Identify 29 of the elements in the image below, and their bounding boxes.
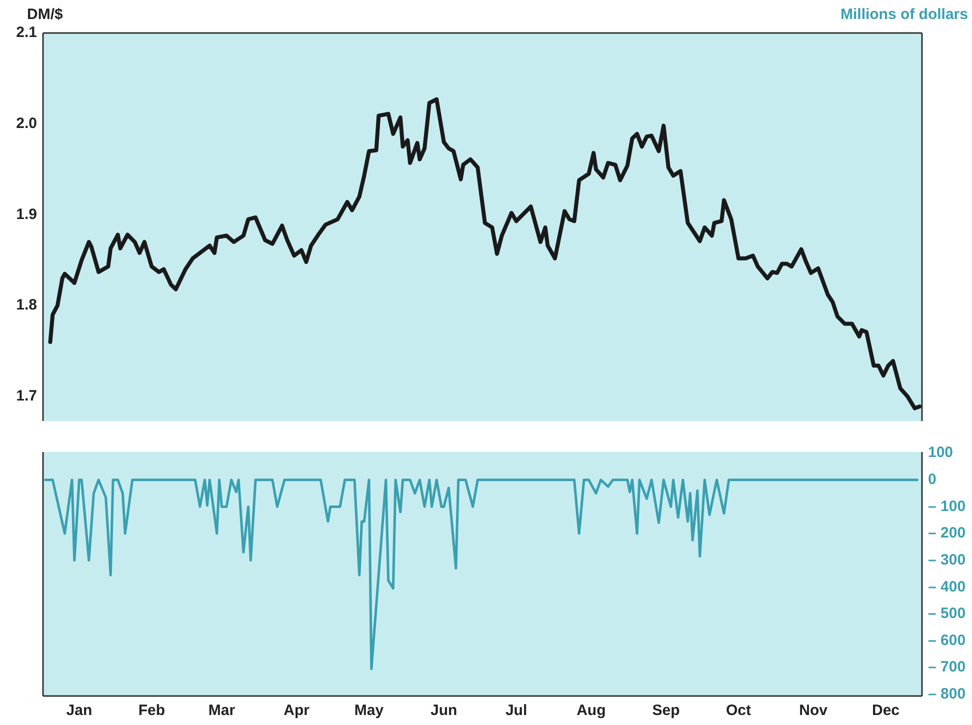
y-tick-label: 1.7: [16, 388, 37, 405]
y2-tick-label: – 500: [928, 605, 966, 622]
y2-tick-label: – 100: [928, 498, 966, 515]
x-tick-label: Jun: [430, 702, 458, 720]
y2-tick-label: – 800: [928, 686, 966, 703]
y2-tick-label: – 400: [928, 578, 966, 596]
x-tick-label: Feb: [138, 702, 166, 720]
y2-tick-label: – 700: [928, 658, 966, 676]
y-tick-label: 2.1: [16, 24, 37, 42]
y2-tick-label: – 300: [928, 551, 966, 568]
y-tick-label: 1.8: [16, 296, 37, 314]
x-tick-label: May: [354, 702, 384, 720]
x-tick-label: Oct: [726, 702, 751, 720]
x-tick-label: Jan: [66, 702, 92, 720]
x-tick-label: Apr: [284, 702, 310, 720]
x-tick-label: Aug: [576, 702, 606, 720]
y2-tick-label: 100: [928, 444, 954, 462]
x-tick-label: Dec: [872, 702, 900, 720]
x-tick-label: Sep: [652, 702, 680, 720]
y2-axis-title: Millions of dollars: [840, 6, 968, 23]
y-axis-title: DM/$: [27, 6, 63, 23]
x-tick-label: Nov: [799, 702, 828, 720]
x-tick-label: Mar: [208, 702, 236, 720]
y2-tick-label: – 600: [928, 632, 966, 649]
y-tick-label: 1.9: [16, 206, 37, 223]
y2-tick-label: – 200: [928, 524, 966, 542]
y2-tick-label: 0: [928, 471, 936, 488]
y-tick-label: 2.0: [16, 115, 37, 132]
x-tick-label: Jul: [505, 702, 528, 720]
